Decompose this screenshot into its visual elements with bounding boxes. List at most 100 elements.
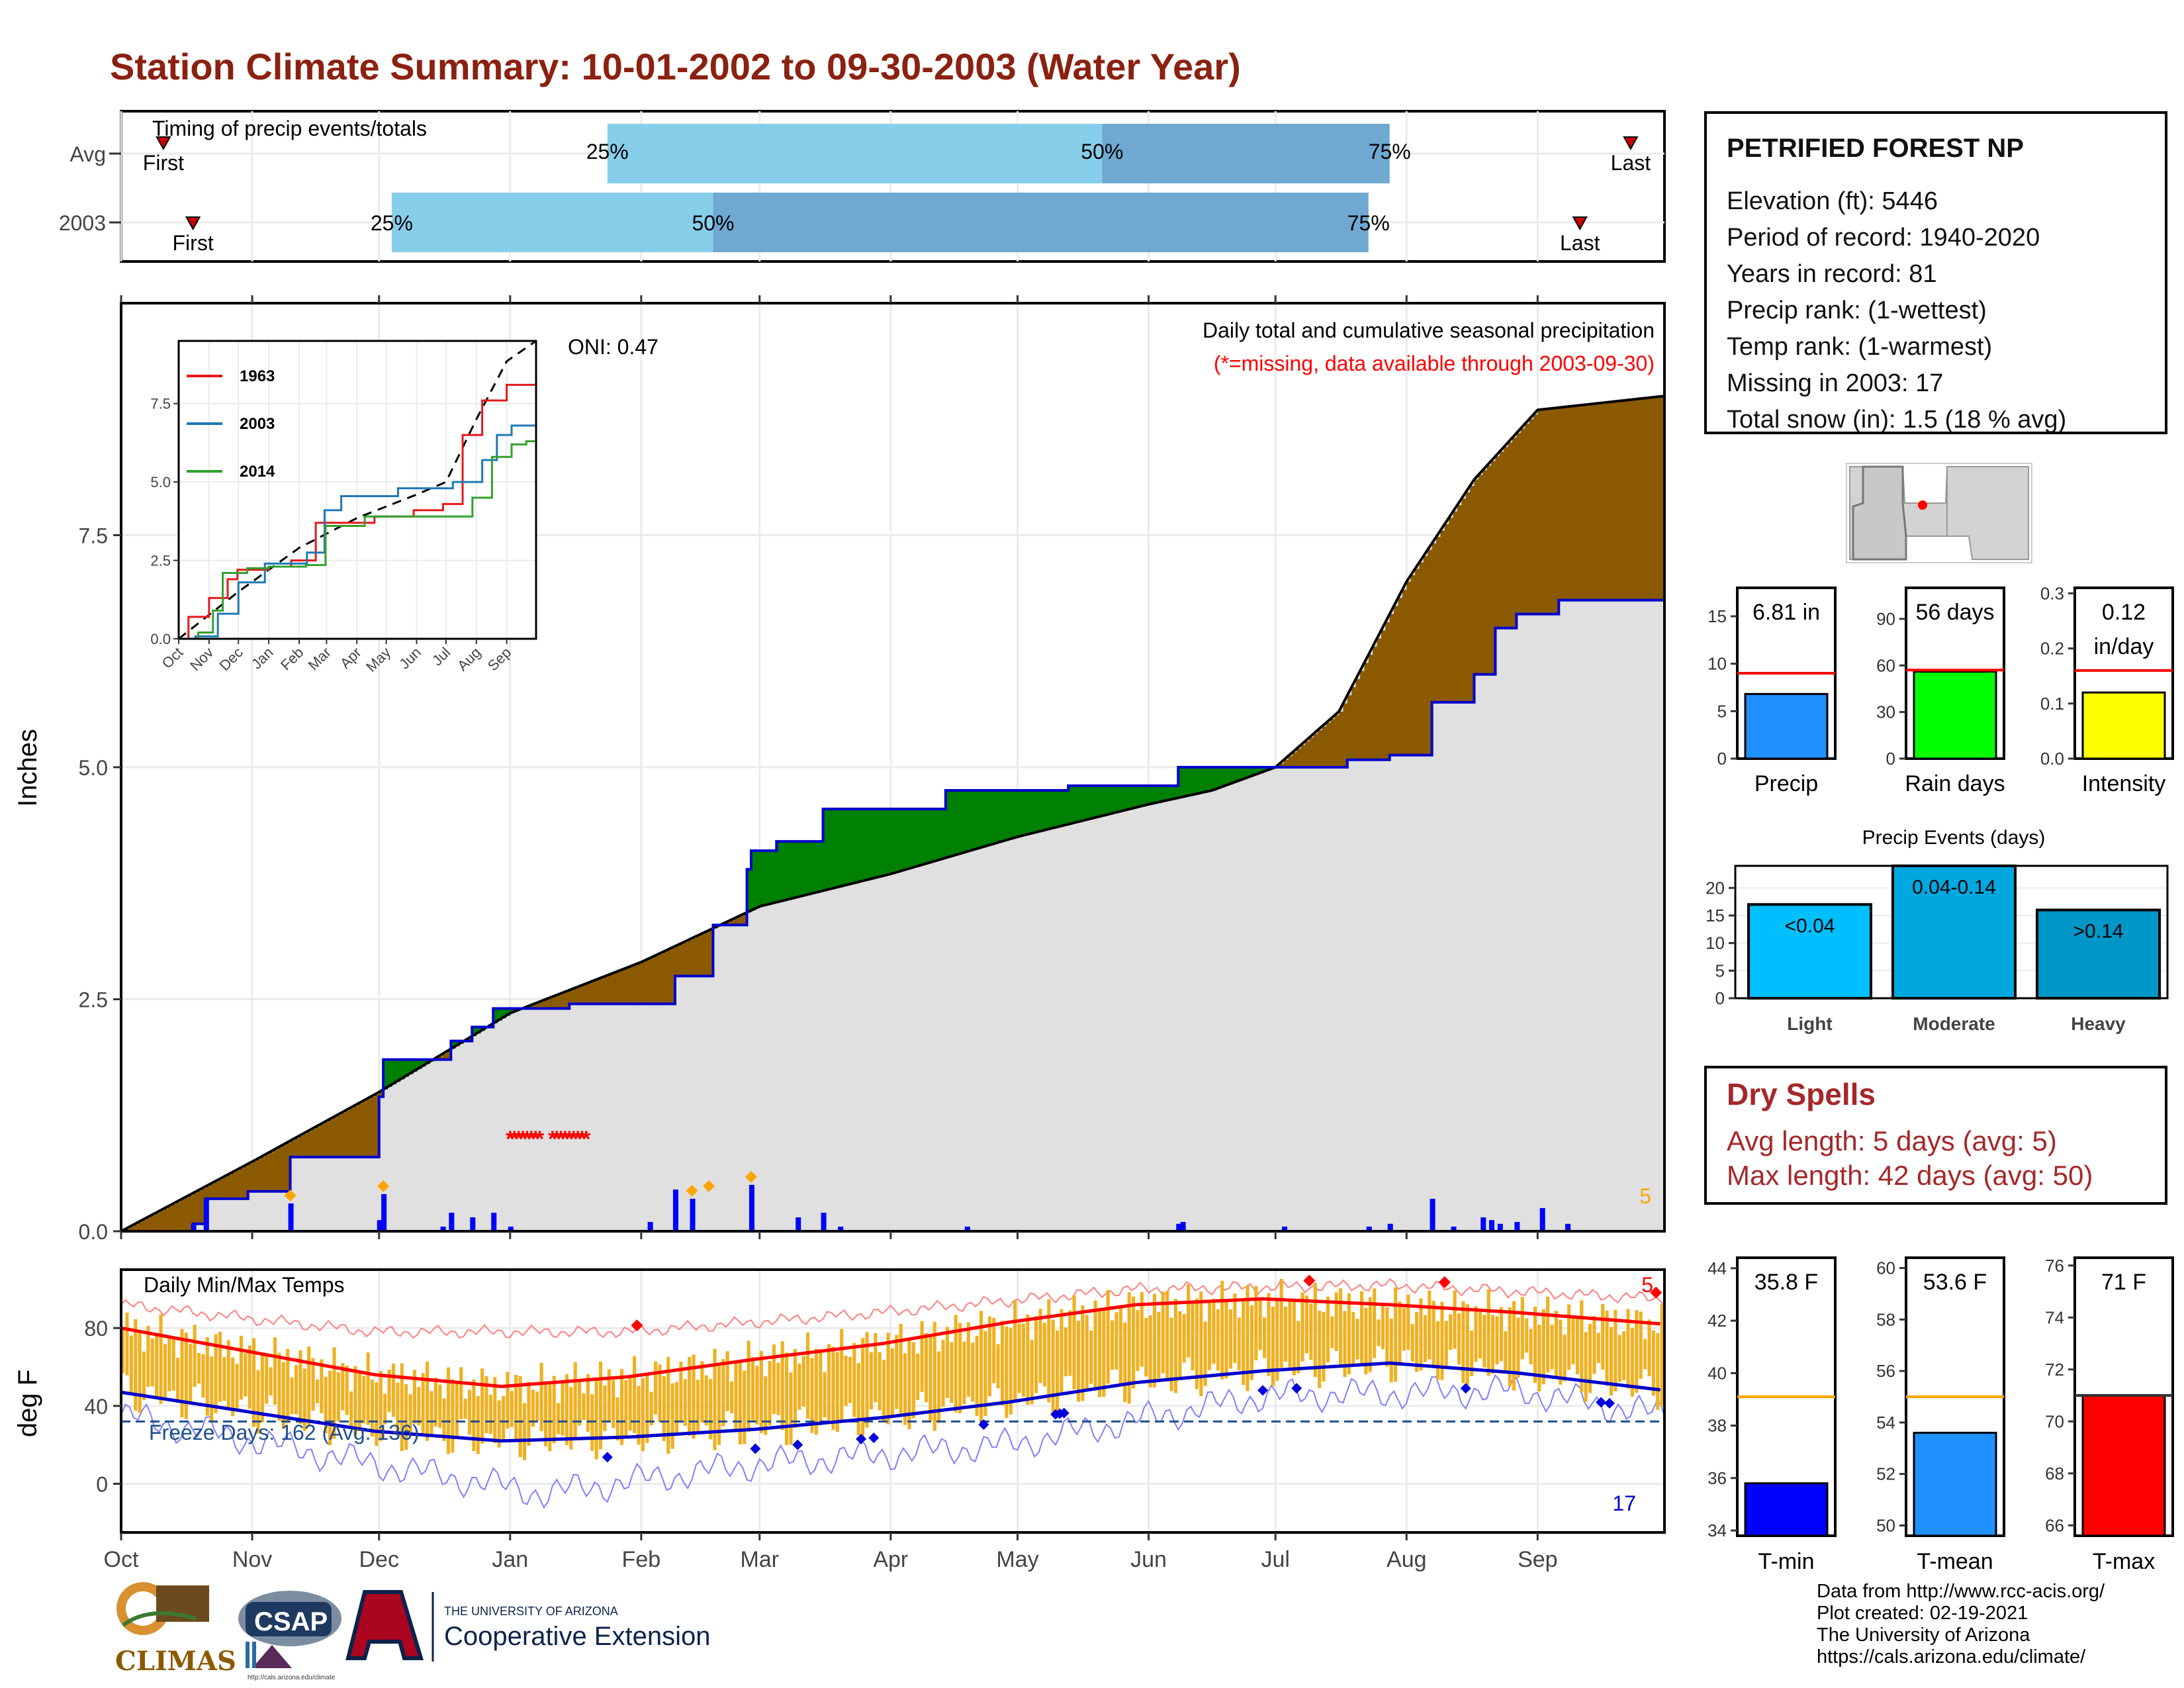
surplus-bar — [1182, 767, 1187, 797]
daily-temp-bar — [1060, 1309, 1064, 1393]
daily-temp-bar — [138, 1331, 142, 1413]
daily-temp-bar — [1601, 1303, 1605, 1370]
surplus-bar — [1102, 786, 1107, 816]
deficit-bar — [1563, 407, 1568, 600]
daily-temp-bar — [1237, 1317, 1241, 1371]
daily-precip-bar — [449, 1212, 455, 1231]
deficit-bar — [375, 1094, 380, 1157]
surplus-bar — [890, 809, 895, 874]
deficit-bar — [692, 938, 697, 976]
events-bar — [1747, 903, 1872, 1000]
deficit-bar — [1394, 606, 1399, 755]
daily-temp-bar — [1563, 1335, 1567, 1382]
deficit-bar — [214, 1182, 219, 1199]
daily-temp-bar — [1076, 1321, 1081, 1402]
surplus-bar — [979, 790, 984, 848]
daily-temp-bar — [840, 1329, 844, 1421]
deficit-bar — [1482, 470, 1488, 675]
daily-temp-bar — [510, 1391, 514, 1427]
surplus-bar — [383, 1059, 388, 1090]
deficit-bar — [1554, 408, 1559, 614]
daily-temp-bar — [1660, 1304, 1664, 1407]
daily-temp-bar — [903, 1353, 907, 1425]
daily-temp-bar — [1453, 1290, 1457, 1349]
deficit-bar — [222, 1177, 228, 1199]
deficit-bar — [332, 1117, 338, 1157]
deficit-bar — [734, 918, 739, 925]
station-detail-row: Temp rank: (1-warmest) — [1727, 333, 1993, 361]
record-low-marker — [856, 1433, 867, 1444]
daily-temp-bar — [1592, 1316, 1596, 1374]
timing-row-label: Avg — [69, 142, 106, 166]
daily-temp-bar — [527, 1382, 531, 1446]
mini-ytick-label: 54 — [1876, 1413, 1895, 1432]
deficit-bar — [666, 950, 672, 1004]
daily-temp-bar — [603, 1385, 607, 1431]
events-ytick-label: 5 — [1715, 961, 1725, 980]
deficit-bar — [197, 1190, 202, 1224]
deficit-bar — [679, 944, 684, 976]
daily-temp-bar — [801, 1356, 805, 1407]
daily-temp-bar — [992, 1317, 996, 1383]
daily-temp-bar — [502, 1395, 506, 1440]
deficit-bar — [1283, 759, 1289, 767]
mini-ytick-label: 10 — [1707, 654, 1727, 674]
daily-temp-bar — [785, 1352, 789, 1446]
surplus-bar — [1076, 786, 1081, 822]
daily-temp-bar — [1111, 1320, 1115, 1370]
daily-temp-bar — [1068, 1310, 1072, 1376]
deficit-bar — [658, 954, 663, 1004]
obs-cumulative-line — [121, 598, 1664, 1233]
daily-precip-bar — [672, 1189, 678, 1231]
deficit-bar — [1402, 589, 1407, 755]
deficit-bar — [543, 1000, 549, 1009]
mini-ytick-label: 0.1 — [2040, 694, 2064, 714]
daily-temp-bar — [121, 1328, 125, 1374]
surplus-bar — [848, 809, 853, 885]
daily-temp-bar — [806, 1333, 810, 1419]
mini-ytick-label: 60 — [1876, 655, 1895, 675]
surplus-bar — [878, 809, 883, 877]
daily-temp-bar — [146, 1325, 150, 1387]
daily-temp-bar — [1347, 1293, 1351, 1375]
daily-temp-bar — [1474, 1306, 1478, 1362]
daily-temp-bar — [353, 1366, 357, 1436]
deficit-bar — [298, 1136, 304, 1157]
deficit-bar — [1440, 530, 1445, 702]
daily-temp-bar — [1334, 1292, 1338, 1352]
daily-temp-bar — [692, 1354, 696, 1439]
daily-temp-bar — [966, 1322, 970, 1397]
daily-temp-bar — [1622, 1331, 1626, 1380]
daily-temp-bar — [1026, 1314, 1030, 1405]
mini-ytick-label: 60 — [1876, 1258, 1895, 1278]
first-label: First — [173, 231, 214, 255]
daily-temp-bar — [573, 1362, 577, 1441]
daily-temp-bar — [273, 1337, 277, 1405]
deficit-bar — [1567, 406, 1572, 600]
precip-title: Daily total and cumulative seasonal prec… — [1203, 318, 1655, 342]
surplus-bar — [869, 809, 874, 880]
last-label: Last — [1611, 151, 1651, 175]
daily-temp-bar — [557, 1403, 561, 1434]
surplus-bar — [1212, 767, 1217, 791]
record-low-marker — [868, 1432, 880, 1444]
daily-temp-bar — [747, 1340, 751, 1432]
daily-temp-bar — [129, 1335, 133, 1393]
surplus-bar — [1013, 790, 1019, 839]
deficit-bar — [645, 960, 651, 1004]
daily-temp-bar — [1000, 1321, 1005, 1406]
daily-temp-bar — [1478, 1311, 1482, 1359]
deficit-bar — [552, 996, 557, 1009]
deficit-bar — [345, 1110, 350, 1157]
daily-temp-bar — [1559, 1319, 1563, 1385]
inset-avg-line — [178, 340, 537, 640]
daily-temp-bar — [1212, 1298, 1216, 1364]
daily-temp-bar — [484, 1376, 488, 1433]
daily-temp-bar — [882, 1360, 886, 1423]
deficit-bar — [1546, 408, 1551, 614]
surplus-bar — [1047, 790, 1052, 830]
daily-temp-bar — [950, 1342, 954, 1403]
high-event-marker — [703, 1180, 715, 1192]
mini-ytick-label: 72 — [2045, 1360, 2064, 1380]
daily-temp-bar — [598, 1361, 603, 1450]
